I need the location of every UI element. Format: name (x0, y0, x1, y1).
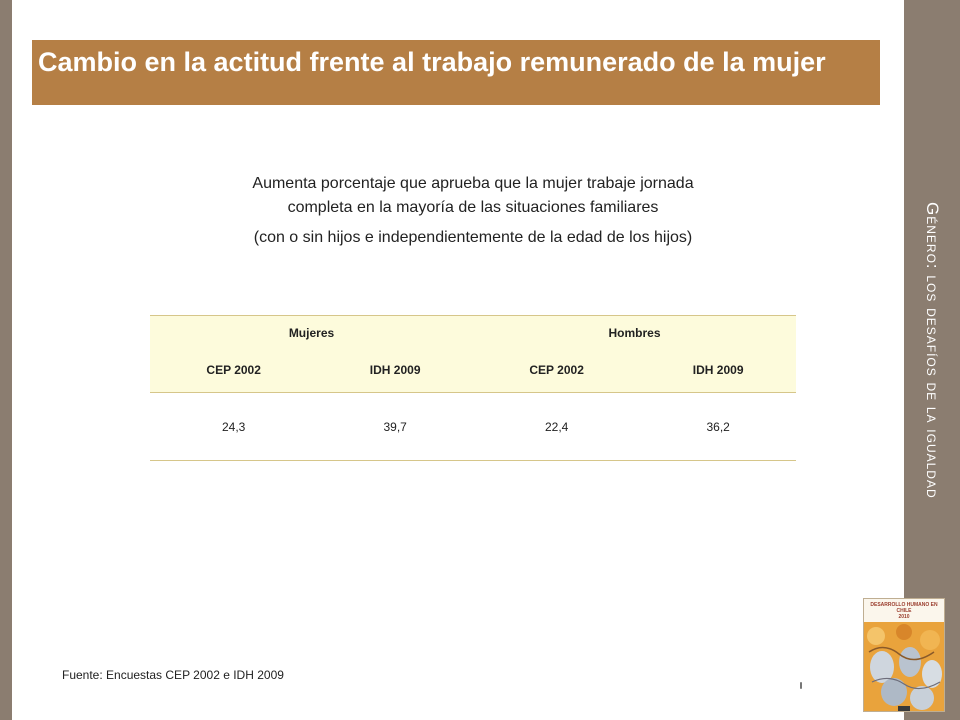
cell-hombres-cep-2002: 22,4 (472, 392, 641, 461)
bullet-mark (800, 682, 802, 689)
side-title: Género: los desafíos de la igualdad (923, 201, 942, 499)
table-row: 24,3 39,7 22,4 36,2 (150, 392, 796, 461)
cell-mujeres-cep-2002: 24,3 (150, 392, 318, 461)
book-cover-illustration (864, 622, 944, 711)
book-cover-header: DESARROLLO HUMANO EN CHILE 2010 (864, 599, 944, 622)
side-title-container: Género: los desafíos de la igualdad (904, 0, 960, 720)
cell-hombres-idh-2009: 36,2 (640, 392, 796, 461)
subtitle-line-3: (con o sin hijos e independientemente de… (253, 229, 693, 246)
table-subheader-row: CEP 2002 IDH 2009 CEP 2002 IDH 2009 (150, 348, 796, 393)
col-header-hombres-idh-2009: IDH 2009 (692, 363, 744, 377)
book-cover-year: 2010 (898, 614, 910, 620)
data-table: Mujeres Hombres CEP 2002 IDH 2009 CEP 20… (150, 315, 796, 461)
subtitle-line-1: Aumenta porcentaje que aprueba que la mu… (252, 175, 694, 192)
cell-mujeres-idh-2009: 39,7 (317, 392, 473, 461)
col-header-mujeres-cep-2002: CEP 2002 (206, 363, 261, 377)
slide-subtitle: Aumenta porcentaje que aprueba que la mu… (150, 172, 796, 250)
source-note: Fuente: Encuestas CEP 2002 e IDH 2009 (62, 668, 284, 682)
col-header-mujeres-idh-2009: IDH 2009 (369, 363, 421, 377)
group-header-hombres: Hombres (608, 326, 661, 340)
slide-title-bar: Cambio en la actitud frente al trabajo r… (32, 40, 880, 105)
subtitle-line-2: completa en la mayoría de las situacione… (287, 199, 659, 216)
book-cover-title: DESARROLLO HUMANO EN CHILE (870, 602, 938, 614)
slide-title: Cambio en la actitud frente al trabajo r… (38, 47, 826, 77)
group-header-mujeres: Mujeres (288, 326, 335, 340)
left-accent-bar (0, 0, 12, 720)
table-group-header-row: Mujeres Hombres (150, 315, 796, 348)
col-header-hombres-cep-2002: CEP 2002 (529, 363, 584, 377)
book-cover-image: DESARROLLO HUMANO EN CHILE 2010 (863, 598, 945, 712)
